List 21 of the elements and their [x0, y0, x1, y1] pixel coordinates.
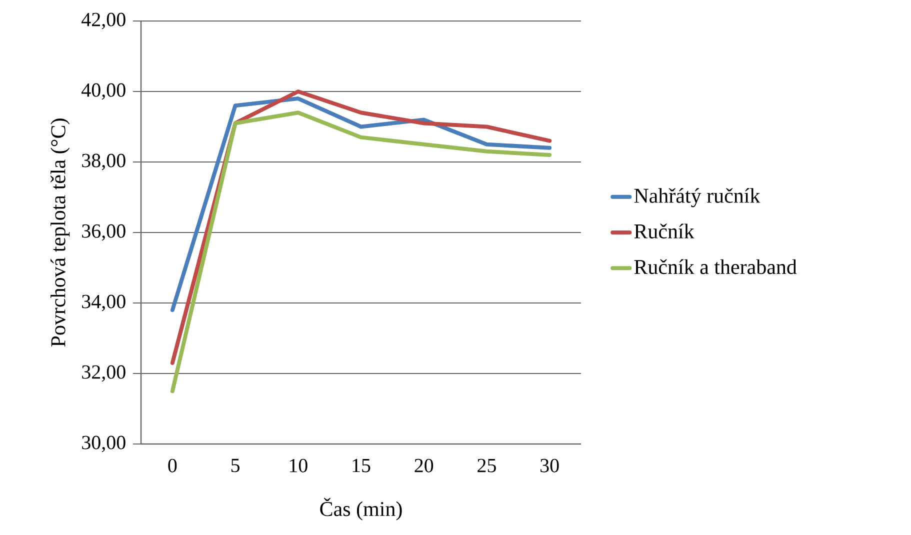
line-series [170, 96, 552, 312]
y-tick-label: 34,00 [82, 294, 126, 312]
legend-label: Nahřátý ručník [634, 188, 760, 208]
y-tick-label: 38,00 [82, 154, 126, 170]
y-tick-label: 36,00 [82, 224, 126, 241]
legend-label: Ručník [634, 224, 694, 238]
x-tick-label: 10 [290, 458, 308, 472]
x-tick-label: 25 [478, 458, 496, 472]
y-tick-label: 40,00 [82, 83, 126, 100]
x-axis-title: Čas (min) [320, 498, 402, 520]
legend-label: Ručník a theraband [634, 259, 797, 274]
y-tick-label: 30,00 [82, 436, 126, 452]
x-tick-label: 15 [352, 458, 370, 472]
y-axis-title: Povrchová teplota těla (°C) [50, 118, 70, 347]
y-tick-label: 32,00 [82, 365, 126, 382]
x-tick-label: 20 [414, 458, 434, 472]
y-tick-label: 42,00 [82, 12, 126, 30]
x-tick-label: 0 [168, 458, 177, 472]
x-tick-label: 5 [231, 458, 240, 472]
line-series [170, 110, 552, 394]
x-tick-label: 30 [540, 458, 559, 472]
